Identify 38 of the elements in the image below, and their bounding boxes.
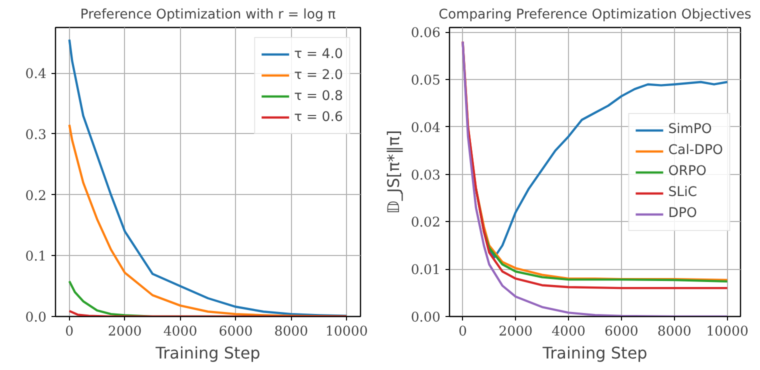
x-tick-label: 8000 xyxy=(657,324,692,340)
y-tick-label: 0.03 xyxy=(410,168,441,184)
chart-title: Preference Optimization with r = log π xyxy=(80,8,336,22)
x-tick-label: 6000 xyxy=(218,324,253,340)
x-tick-label: 0 xyxy=(65,324,74,340)
y-tick-label: 0.04 xyxy=(410,120,441,136)
y-tick-label: 0.00 xyxy=(410,310,441,326)
y-tick-label: 0.06 xyxy=(410,26,441,42)
legend-label: SimPO xyxy=(668,122,712,137)
y-tick-label: 0.05 xyxy=(410,74,441,89)
x-tick-label: 6000 xyxy=(604,324,638,340)
x-tick-label: 10000 xyxy=(325,324,368,340)
y-tick-label: 0.01 xyxy=(410,263,441,278)
y-axis-title: 𝔻_JS[π*‖π] xyxy=(384,130,403,214)
chart-title: Comparing Preference Optimization Objectives xyxy=(438,8,752,22)
y-tick-label: 0.1 xyxy=(25,250,47,265)
x-tick-label: 4000 xyxy=(163,324,198,340)
legend-label: Cal-DPO xyxy=(668,143,723,158)
x-tick-label: 2000 xyxy=(498,324,533,340)
y-tick-label: 0.2 xyxy=(25,188,47,204)
y-tick-label: 0.0 xyxy=(25,310,47,326)
legend-label: τ = 4.0 xyxy=(294,46,343,62)
x-axis-title: Training Step xyxy=(154,344,260,362)
legend-label: SLiC xyxy=(668,185,698,200)
y-tick-label: 0.02 xyxy=(410,216,441,231)
x-tick-label: 4000 xyxy=(552,324,586,340)
x-axis-title: Training Step xyxy=(542,344,648,362)
x-tick-label: 8000 xyxy=(274,324,308,340)
x-tick-label: 10000 xyxy=(706,324,748,340)
x-tick-label: 0 xyxy=(458,324,467,340)
legend-label: τ = 0.8 xyxy=(294,88,343,104)
y-tick-label: 0.3 xyxy=(25,128,47,143)
legend-label: τ = 2.0 xyxy=(294,68,343,82)
legend-label: DPO xyxy=(668,206,698,221)
legend-label: ORPO xyxy=(668,164,706,179)
x-tick-label: 2000 xyxy=(108,324,142,340)
legend-label: τ = 0.6 xyxy=(294,110,343,124)
y-tick-label: 0.4 xyxy=(25,67,47,82)
